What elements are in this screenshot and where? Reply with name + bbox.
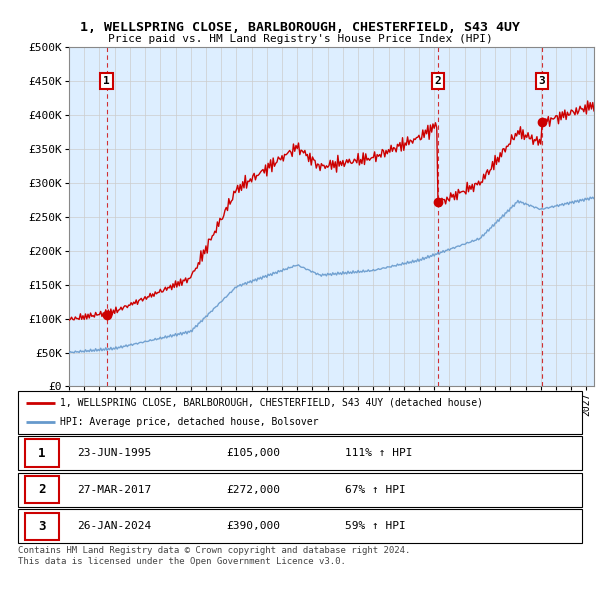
Text: 27-MAR-2017: 27-MAR-2017 [77,485,151,494]
Text: £105,000: £105,000 [227,448,281,458]
Text: Price paid vs. HM Land Registry's House Price Index (HPI): Price paid vs. HM Land Registry's House … [107,34,493,44]
Text: 1, WELLSPRING CLOSE, BARLBOROUGH, CHESTERFIELD, S43 4UY (detached house): 1, WELLSPRING CLOSE, BARLBOROUGH, CHESTE… [60,398,484,408]
Text: £390,000: £390,000 [227,522,281,531]
Text: 67% ↑ HPI: 67% ↑ HPI [345,485,406,494]
Text: 26-JAN-2024: 26-JAN-2024 [77,522,151,531]
Text: 111% ↑ HPI: 111% ↑ HPI [345,448,413,458]
FancyBboxPatch shape [25,476,59,503]
Text: HPI: Average price, detached house, Bolsover: HPI: Average price, detached house, Bols… [60,417,319,427]
FancyBboxPatch shape [25,440,59,467]
Text: 1: 1 [103,76,110,86]
Text: 2: 2 [38,483,46,496]
Text: 1: 1 [38,447,46,460]
FancyBboxPatch shape [25,513,59,540]
Text: 23-JUN-1995: 23-JUN-1995 [77,448,151,458]
Text: 3: 3 [538,76,545,86]
Text: 59% ↑ HPI: 59% ↑ HPI [345,522,406,531]
Text: £272,000: £272,000 [227,485,281,494]
Text: 1, WELLSPRING CLOSE, BARLBOROUGH, CHESTERFIELD, S43 4UY: 1, WELLSPRING CLOSE, BARLBOROUGH, CHESTE… [80,21,520,34]
Text: 2: 2 [434,76,441,86]
Text: 3: 3 [38,520,46,533]
Text: Contains HM Land Registry data © Crown copyright and database right 2024.
This d: Contains HM Land Registry data © Crown c… [18,546,410,566]
